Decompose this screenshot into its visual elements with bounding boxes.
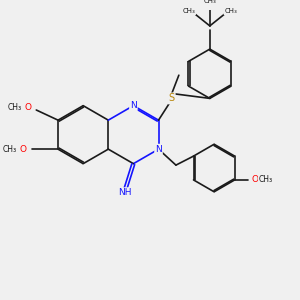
Text: O: O — [20, 145, 27, 154]
Text: S: S — [169, 93, 175, 103]
Text: O: O — [24, 103, 31, 112]
Text: CH₃: CH₃ — [259, 176, 273, 184]
Text: NH: NH — [118, 188, 131, 197]
Text: O: O — [251, 176, 259, 184]
Text: CH₃: CH₃ — [8, 103, 22, 112]
Text: N: N — [130, 101, 137, 110]
Text: CH₃: CH₃ — [182, 8, 195, 14]
Text: CH₃: CH₃ — [3, 145, 17, 154]
Text: CH₃: CH₃ — [203, 0, 216, 4]
Text: CH₃: CH₃ — [224, 8, 237, 14]
Text: N: N — [155, 145, 162, 154]
